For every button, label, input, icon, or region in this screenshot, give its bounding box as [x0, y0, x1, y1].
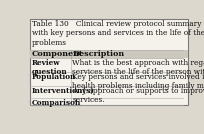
Text: Any approach or supports to improve coordination an
services.: Any approach or supports to improve coor…	[72, 87, 204, 104]
Text: Description: Description	[72, 50, 124, 58]
Text: Comparison: Comparison	[32, 99, 81, 107]
Text: Table 130   Clinical review protocol summary for the review
with key persons and: Table 130 Clinical review protocol summa…	[32, 20, 204, 47]
Text: Component: Component	[32, 50, 83, 58]
Bar	[30, 50, 188, 58]
Text: Review
question: Review question	[32, 59, 68, 76]
Text: Population: Population	[32, 73, 76, 81]
Text: Key persons and services involved in the life of the pe
health problems includin: Key persons and services involved in the…	[72, 73, 204, 90]
Text: Intervention(s): Intervention(s)	[32, 87, 95, 95]
Text: What is the best approach with regard to the coordina
services in the life of th: What is the best approach with regard to…	[72, 59, 204, 76]
Bar	[30, 19, 188, 105]
